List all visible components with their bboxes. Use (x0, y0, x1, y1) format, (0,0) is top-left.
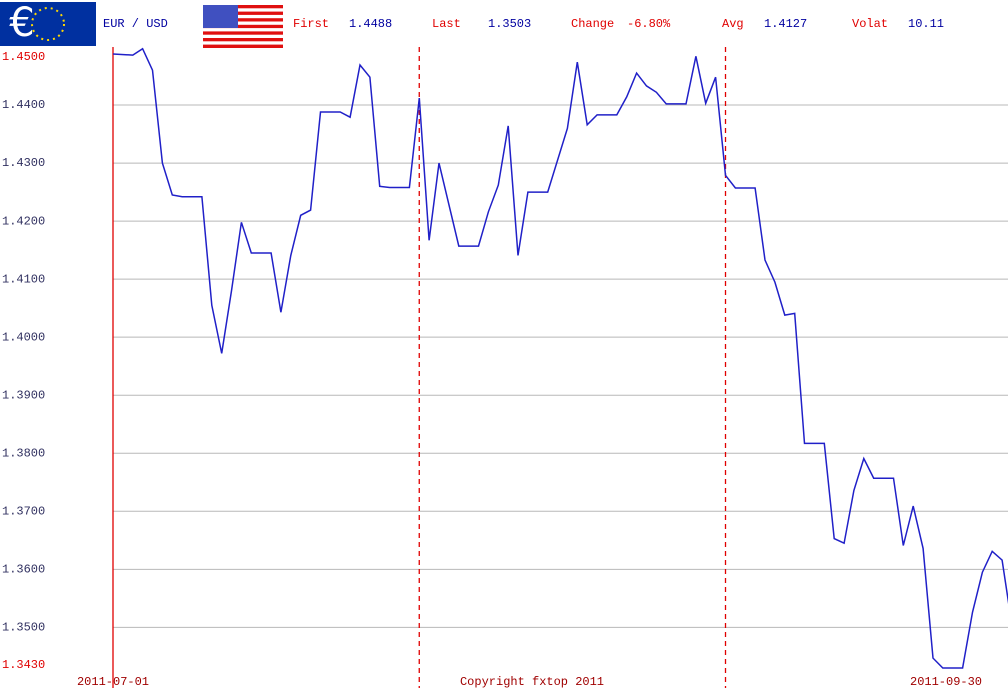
stat-value: 10.11 (908, 17, 944, 31)
y-tick-label: 1.3600 (2, 563, 45, 577)
y-tick-label: 1.3700 (2, 504, 45, 518)
stat-value: 1.4127 (764, 17, 807, 31)
x-tick-label: 2011-09-30 (910, 675, 982, 689)
stat-value: 1.4488 (349, 17, 392, 31)
y-tick-label: 1.4500 (2, 50, 45, 64)
y-tick-label: 1.3900 (2, 388, 45, 402)
stat-name: First (293, 17, 329, 31)
stat-name: Change (571, 17, 614, 31)
y-tick-label: 1.3800 (2, 446, 45, 460)
y-tick-label: 1.4000 (2, 330, 45, 344)
y-tick-label: 1.4200 (2, 214, 45, 228)
y-tick-label: 1.4400 (2, 98, 45, 112)
stat-value: 1.3503 (488, 17, 531, 31)
eu-flag: € (0, 0, 96, 46)
y-tick-label: 1.4100 (2, 272, 45, 286)
pair-label: EUR / USD (103, 17, 168, 31)
y-tick-label: 1.3430 (2, 658, 45, 672)
y-tick-label: 1.4300 (2, 156, 45, 170)
stat-name: Last (432, 17, 461, 31)
x-tick-label: 2011-07-01 (77, 675, 149, 689)
stat-value: -6.80% (627, 17, 671, 31)
copyright: Copyright fxtop 2011 (460, 675, 604, 689)
stat-name: Avg (722, 17, 744, 31)
y-tick-label: 1.3500 (2, 621, 45, 635)
us-flag (203, 5, 283, 48)
stat-name: Volat (852, 17, 888, 31)
price-line (112, 47, 1008, 669)
svg-text:€: € (9, 0, 34, 46)
